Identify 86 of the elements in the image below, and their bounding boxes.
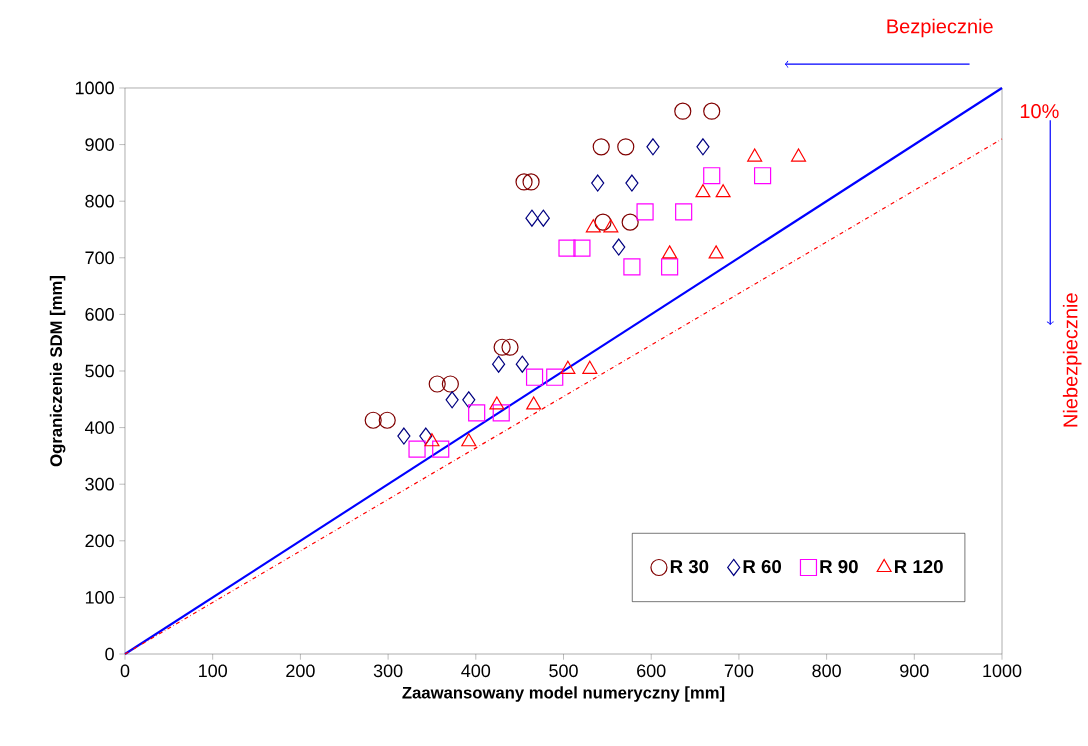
legend-label: R 60 [743,559,782,574]
point [591,174,605,192]
y-tick-label: 800 [85,194,114,208]
point [661,258,679,276]
x-tick-label: 900 [900,664,929,678]
point [696,138,710,156]
point [582,360,598,374]
x-tick-label: 300 [373,664,403,678]
y-tick-label: 700 [85,251,114,265]
x-tick-label: 1000 [983,664,1022,678]
point [612,238,626,256]
point [560,360,576,374]
point [489,396,505,410]
point [536,209,550,227]
x-tick-label: 0 [120,664,130,678]
point [468,404,486,422]
y-tick-label: 0 [105,647,114,661]
point [493,338,511,356]
y-tick-label: 400 [84,421,114,434]
legend-label: R 90 [820,559,858,574]
point [428,375,446,393]
y-tick-label: 600 [85,308,114,321]
y-tick-label: 900 [85,138,114,151]
point [445,391,459,409]
point [573,239,591,257]
point [703,167,721,185]
x-tick-label: 600 [637,664,666,678]
point [546,368,564,386]
point [623,258,641,276]
point [558,239,576,257]
point [708,245,724,259]
y-tick-label: 500 [85,364,114,378]
point [408,440,426,458]
point [378,411,396,429]
point [617,138,635,156]
point [715,184,731,198]
x-tick-label: 500 [549,664,578,678]
point [703,102,721,120]
point [675,203,693,221]
point [397,427,411,445]
point [424,433,440,447]
point [526,396,542,410]
x-tick-label: 200 [286,664,315,678]
point [492,355,506,373]
point [662,245,678,259]
point [515,355,529,373]
y-tick-label: 200 [85,534,114,548]
text: Niebezpiecznie [1062,293,1082,427]
point [525,209,539,227]
x-tick-label: 400 [461,664,491,678]
point [585,219,601,233]
point [501,338,519,356]
point [636,203,654,221]
text: Bezpiecznie [887,18,993,38]
point [522,173,540,191]
point [364,411,382,429]
point [515,173,533,191]
x-axis-title: Zaawansowany model numeryczny [mm] [402,686,725,702]
point [674,102,692,120]
y-tick-label: 100 [85,591,114,604]
point [621,213,639,231]
legend-label: R 30 [670,559,709,574]
x-tick-label: 100 [199,664,228,678]
point [461,433,477,447]
point [462,391,476,409]
point [646,138,660,156]
y-tick-label: 300 [85,477,114,491]
point [419,427,433,445]
x-tick-label: 700 [724,664,754,678]
point [432,440,450,458]
point [625,174,639,192]
point [791,148,807,162]
annotation: 10% [1020,104,1059,119]
point [753,167,772,185]
point [603,219,619,233]
point [695,184,711,198]
point [492,404,510,422]
x-tick-label: 800 [812,664,841,678]
y-axis-title: Ograniczenie SDM [mm] [49,276,66,467]
legend-label: R 120 [895,559,943,574]
y-tick-label: 1000 [75,81,114,95]
point [592,138,610,156]
point [525,368,544,386]
point [441,375,459,393]
point [594,213,612,231]
point [747,148,763,162]
